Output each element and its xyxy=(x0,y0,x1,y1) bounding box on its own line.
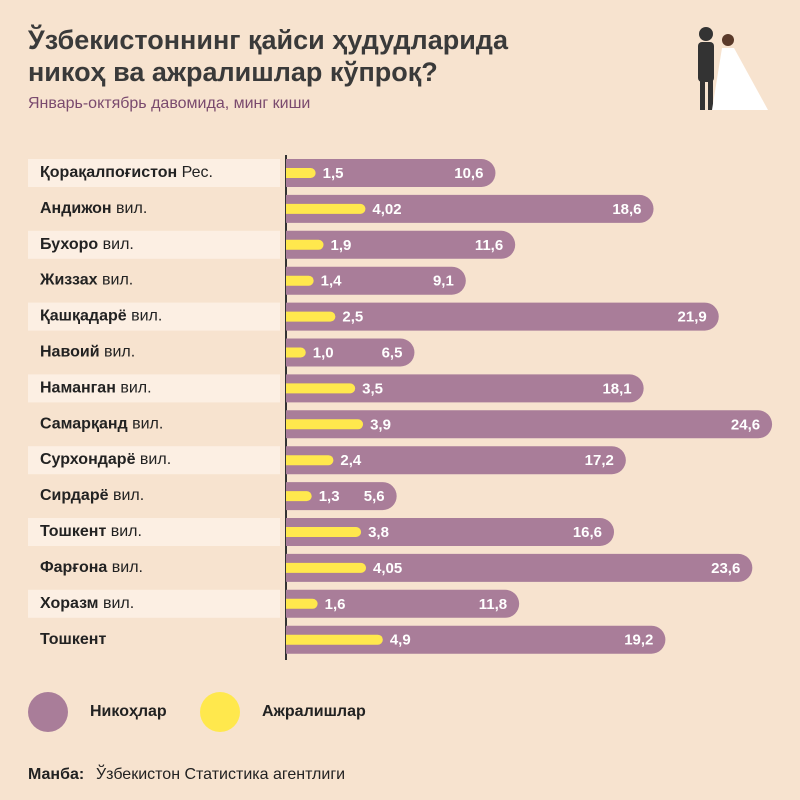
value-label: 1,3 xyxy=(319,488,340,505)
category-label: Хоразм вил. xyxy=(40,595,134,612)
value-label: 4,02 xyxy=(372,201,401,218)
label-box xyxy=(28,446,280,475)
label-box xyxy=(28,589,280,618)
category-label: Қашқадарё вил. xyxy=(40,308,162,325)
category-label: Тошкент вил. xyxy=(40,523,142,540)
bar xyxy=(286,347,306,358)
value-label: 23,6 xyxy=(711,560,740,577)
bar xyxy=(286,239,324,250)
bar xyxy=(286,634,383,645)
bar xyxy=(286,410,773,439)
category-label: Фарғона вил. xyxy=(40,559,143,576)
value-label: 6,5 xyxy=(382,344,403,361)
legend-swatch xyxy=(200,692,240,732)
value-label: 16,6 xyxy=(573,524,602,541)
couple-icon xyxy=(698,27,768,110)
legend-swatch xyxy=(28,692,68,732)
bar xyxy=(286,159,496,187)
category-label: Самарқанд вил. xyxy=(40,416,163,433)
value-label: 1,4 xyxy=(321,273,343,290)
bar xyxy=(286,491,312,502)
bar xyxy=(286,194,654,223)
bar xyxy=(286,527,362,537)
bar xyxy=(286,625,666,654)
value-label: 2,4 xyxy=(340,452,362,469)
category-label: Навоий вил. xyxy=(40,344,135,361)
bar xyxy=(286,168,316,178)
category-label: Андижон вил. xyxy=(40,200,147,217)
value-label: 3,9 xyxy=(370,416,391,433)
value-label: 3,8 xyxy=(368,524,389,541)
bar xyxy=(286,383,356,394)
bar xyxy=(286,446,626,475)
value-label: 11,8 xyxy=(479,596,507,613)
value-label: 1,6 xyxy=(325,596,346,613)
bar xyxy=(286,419,364,430)
bar xyxy=(286,203,366,214)
source: Ўзбекистон Статистика агентлиги xyxy=(96,763,345,783)
category-label: Қорақалпоғистон Рес. xyxy=(40,164,213,181)
category-label: Тошкент xyxy=(40,631,106,648)
value-label: 18,6 xyxy=(612,201,641,218)
label-box xyxy=(28,159,280,187)
value-label: 1,5 xyxy=(323,165,344,182)
bar xyxy=(286,230,516,259)
bar xyxy=(286,302,719,331)
category-label: Сирдарё вил. xyxy=(40,487,144,504)
category-label: Сурхондарё вил. xyxy=(40,451,171,468)
value-label: 1,0 xyxy=(313,344,334,361)
value-label: 4,9 xyxy=(390,632,411,649)
category-label: Наманган вил. xyxy=(40,380,152,397)
label-box xyxy=(28,302,280,331)
value-label: 10,6 xyxy=(454,165,483,182)
source-label: Манба: xyxy=(28,766,84,783)
value-label: 24,6 xyxy=(731,416,760,433)
value-label: 2,5 xyxy=(342,309,363,326)
value-label: 1,9 xyxy=(331,237,352,254)
bar xyxy=(286,553,753,582)
label-box xyxy=(28,518,280,546)
bar xyxy=(286,266,466,295)
category-label: Жиззах вил. xyxy=(39,272,133,289)
bar xyxy=(286,482,397,511)
value-label: 21,9 xyxy=(678,309,707,326)
legend-label: Никоҳлар xyxy=(90,703,167,720)
bar xyxy=(286,589,520,618)
legend-label: Ажралишлар xyxy=(262,703,366,720)
bar xyxy=(286,374,644,403)
bar xyxy=(286,311,336,322)
value-label: 11,6 xyxy=(475,237,503,254)
bar xyxy=(286,518,615,546)
chart-title: никоҳ ва ажралишлар кўпроқ? xyxy=(28,57,438,87)
value-label: 5,6 xyxy=(364,488,385,505)
value-label: 4,05 xyxy=(373,560,402,577)
bar xyxy=(286,275,314,286)
value-label: 9,1 xyxy=(433,273,454,290)
value-label: 17,2 xyxy=(585,452,614,469)
chart-title: Ўзбекистоннинг қайси ҳудудларида xyxy=(27,23,509,55)
bar xyxy=(286,562,367,573)
value-label: 19,2 xyxy=(624,632,653,649)
bar xyxy=(286,338,415,367)
label-box xyxy=(28,230,280,259)
chart-subtitle: Январь-октябрь давомида, минг киши xyxy=(28,95,310,112)
bar xyxy=(286,455,334,466)
value-label: 3,5 xyxy=(362,380,383,397)
bar xyxy=(286,598,318,609)
value-label: 18,1 xyxy=(602,380,631,397)
category-label: Бухоро вил. xyxy=(40,236,134,253)
label-box xyxy=(28,374,280,403)
